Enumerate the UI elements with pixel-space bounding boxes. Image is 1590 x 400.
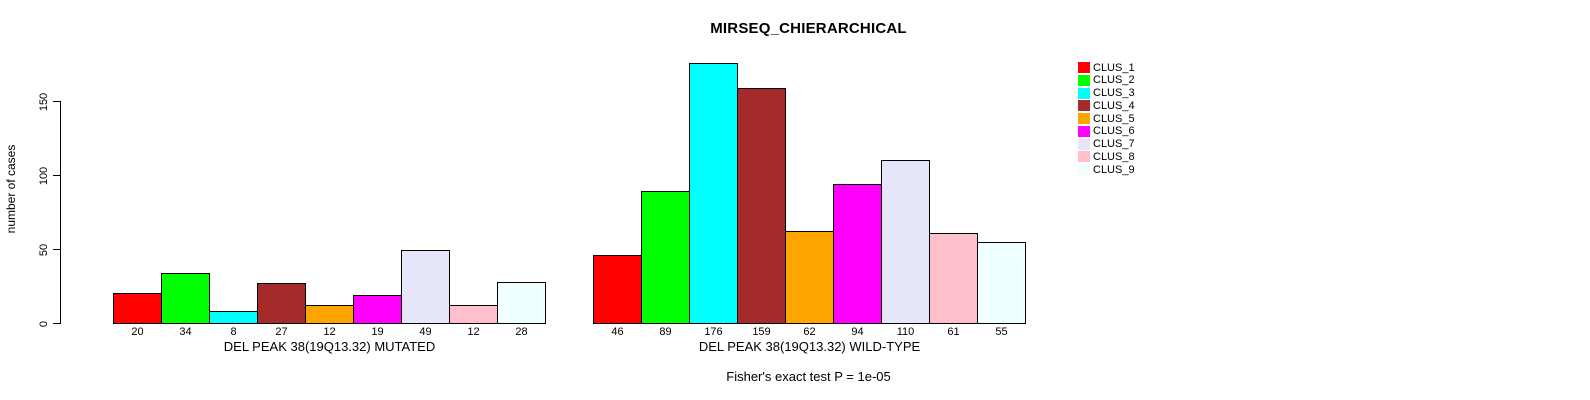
legend-item-clus_8: CLUS_8 bbox=[1078, 150, 1135, 163]
legend-swatch-icon bbox=[1078, 138, 1090, 150]
legend-swatch-icon bbox=[1078, 125, 1090, 137]
bar-value-label: 61 bbox=[947, 326, 960, 338]
y-axis-label: number of cases bbox=[4, 144, 18, 234]
legend-swatch-icon bbox=[1078, 164, 1090, 175]
legend-label: CLUS_3 bbox=[1093, 87, 1135, 99]
bar-value-label: 62 bbox=[803, 326, 816, 338]
legend-label: CLUS_2 bbox=[1093, 74, 1135, 87]
bar-value-label: 12 bbox=[323, 326, 336, 338]
chart-title: MIRSEQ_CHIERARCHICAL bbox=[710, 20, 907, 37]
bar-clus_6-group2 bbox=[833, 184, 882, 324]
bar-value-label: 176 bbox=[704, 326, 723, 338]
bar-value-label: 12 bbox=[467, 326, 480, 338]
bar-clus_4-group2 bbox=[737, 88, 786, 324]
bar-clus_1-group2 bbox=[593, 255, 642, 324]
legend-swatch-icon bbox=[1078, 62, 1090, 73]
bar-clus_6-group1 bbox=[353, 295, 402, 324]
bar-clus_8-group2 bbox=[929, 233, 978, 324]
bar-value-label: 8 bbox=[230, 326, 237, 338]
legend-label: CLUS_7 bbox=[1093, 138, 1135, 150]
bar-clus_8-group1 bbox=[449, 305, 498, 324]
bar-value-label: 159 bbox=[752, 326, 771, 338]
bar-value-label: 110 bbox=[896, 326, 915, 338]
legend-label: CLUS_1 bbox=[1093, 61, 1135, 74]
legend-swatch-icon bbox=[1078, 113, 1090, 124]
y-axis-line bbox=[60, 101, 61, 324]
legend-item-clus_6: CLUS_6 bbox=[1078, 125, 1135, 138]
y-tick-label: 50 bbox=[38, 243, 50, 256]
legend-swatch-icon bbox=[1078, 87, 1090, 99]
y-tick bbox=[53, 249, 60, 250]
x-group-label-mutated: DEL PEAK 38(19Q13.32) MUTATED bbox=[223, 339, 436, 354]
legend-item-clus_4: CLUS_4 bbox=[1078, 99, 1135, 112]
bar-value-label: 55 bbox=[995, 326, 1008, 338]
legend: CLUS_1 CLUS_2 CLUS_3 CLUS_4 CLUS_5 CLUS_6 CLUS… bbox=[1078, 61, 1198, 181]
y-tick bbox=[53, 323, 60, 324]
y-tick-label: 150 bbox=[38, 92, 50, 111]
legend-label: CLUS_5 bbox=[1093, 112, 1135, 125]
y-tick bbox=[53, 101, 60, 102]
bar-value-label: 49 bbox=[419, 326, 432, 338]
legend-label: CLUS_6 bbox=[1093, 125, 1135, 138]
bar-clus_1-group1 bbox=[113, 293, 162, 324]
bar-clus_9-group1 bbox=[497, 282, 546, 324]
legend-swatch-icon bbox=[1078, 74, 1090, 86]
x-group-label-wildtype: DEL PEAK 38(19Q13.32) WILD-TYPE bbox=[698, 339, 921, 354]
bar-value-label: 27 bbox=[275, 326, 288, 338]
legend-label: CLUS_8 bbox=[1093, 150, 1135, 163]
legend-item-clus_5: CLUS_5 bbox=[1078, 112, 1135, 125]
legend-item-clus_7: CLUS_7 bbox=[1078, 138, 1135, 151]
y-tick bbox=[53, 175, 60, 176]
bar-clus_3-group2 bbox=[689, 63, 738, 324]
legend-label: CLUS_9 bbox=[1093, 163, 1135, 176]
bar-value-label: 20 bbox=[131, 326, 144, 338]
legend-item-clus_3: CLUS_3 bbox=[1078, 87, 1135, 100]
bar-value-label: 19 bbox=[371, 326, 384, 338]
bar-clus_7-group1 bbox=[401, 250, 450, 324]
legend-swatch-icon bbox=[1078, 100, 1090, 112]
bar-value-label: 28 bbox=[515, 326, 528, 338]
legend-item-clus_9: CLUS_9 bbox=[1078, 163, 1135, 176]
legend-item-clus_1: CLUS_1 bbox=[1078, 61, 1135, 74]
legend-item-clus_2: CLUS_2 bbox=[1078, 74, 1135, 87]
fisher-test-note: Fisher's exact test P = 1e-05 bbox=[726, 369, 891, 384]
bar-value-label: 94 bbox=[851, 326, 864, 338]
y-tick-label: 0 bbox=[38, 320, 50, 327]
bar-clus_9-group2 bbox=[977, 242, 1026, 324]
bar-clus_7-group2 bbox=[881, 160, 930, 324]
legend-swatch-icon bbox=[1078, 151, 1090, 163]
y-tick-label: 100 bbox=[38, 166, 50, 185]
bar-clus_2-group2 bbox=[641, 191, 690, 324]
bar-clus_2-group1 bbox=[161, 273, 210, 324]
bar-clus_5-group1 bbox=[305, 305, 354, 324]
bar-clus_5-group2 bbox=[785, 231, 834, 324]
legend-label: CLUS_4 bbox=[1093, 99, 1135, 112]
bar-value-label: 46 bbox=[611, 326, 624, 338]
bar-clus_3-group1 bbox=[209, 311, 258, 324]
bar-value-label: 34 bbox=[179, 326, 192, 338]
bar-clus_4-group1 bbox=[257, 283, 306, 324]
bar-value-label: 89 bbox=[659, 326, 672, 338]
